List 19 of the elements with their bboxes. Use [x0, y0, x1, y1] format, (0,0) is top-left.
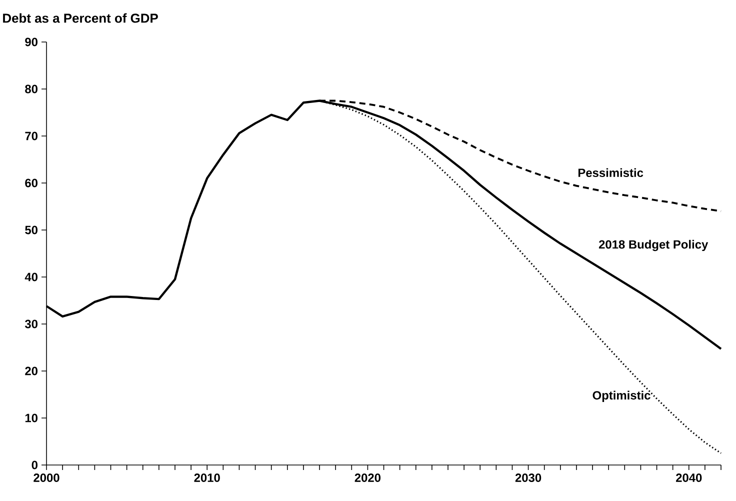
y-tick-label: 10 — [25, 414, 38, 422]
x-tick-label: 2000 — [34, 474, 60, 482]
y-tick-label: 0 — [32, 460, 38, 470]
x-tick-label: 2030 — [515, 474, 542, 482]
y-tick-label: 80 — [25, 84, 38, 94]
series-label: Pessimistic — [578, 168, 644, 178]
y-tick-label: 20 — [25, 366, 38, 376]
y-tick-label: 50 — [25, 226, 38, 234]
y-tick-label: 30 — [24, 320, 38, 328]
series-label: 2018 Budget Policy — [598, 240, 708, 252]
chart-title: Debt as a Percent of GDP — [3, 13, 158, 23]
y-tick-label: 60 — [25, 178, 38, 188]
y-tick-label: 90 — [25, 38, 38, 46]
y-tick-label: 70 — [25, 132, 38, 140]
x-tick-label: 2010 — [194, 474, 220, 482]
series-label: Optimistic — [592, 390, 650, 402]
x-tick-label: 2040 — [676, 474, 702, 482]
y-tick-label: 40 — [24, 272, 38, 282]
x-tick-label: 2020 — [354, 474, 380, 482]
